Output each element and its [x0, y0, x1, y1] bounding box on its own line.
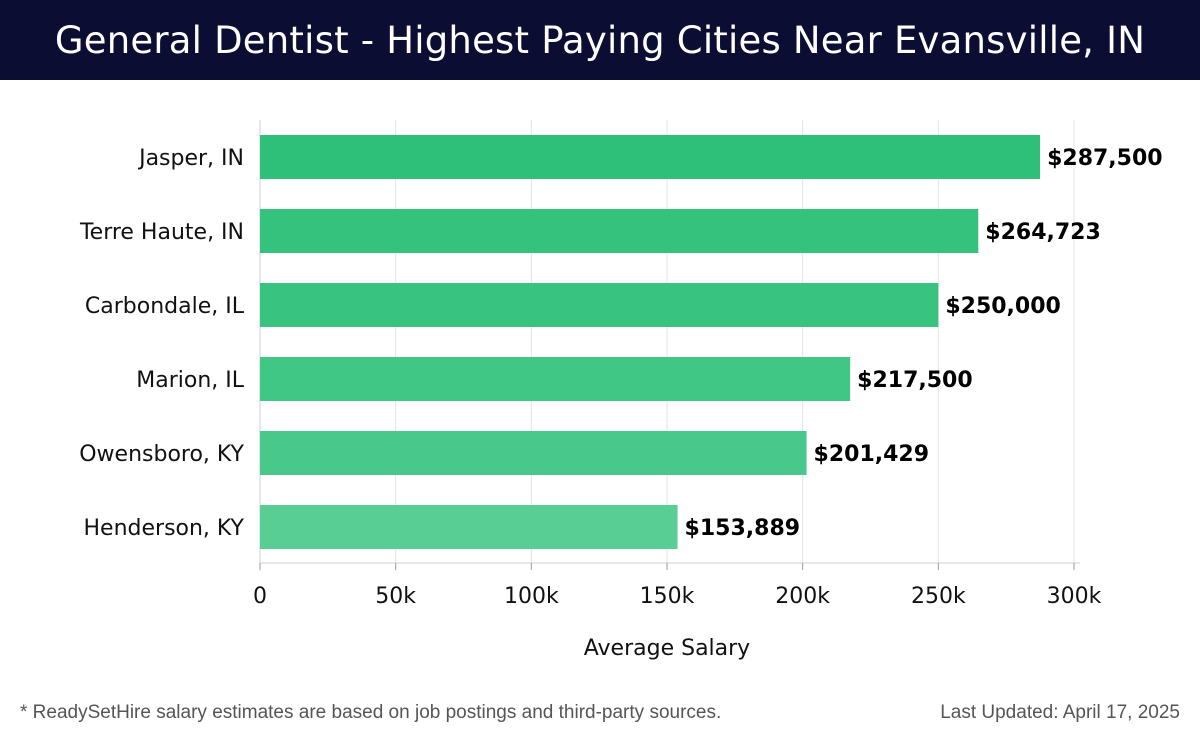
x-tick-label: 200k [775, 584, 830, 609]
chart-header: General Dentist - Highest Paying Cities … [0, 0, 1200, 80]
bar [260, 431, 807, 475]
category-label: Carbondale, IL [85, 294, 245, 319]
bar [260, 357, 851, 401]
bar [260, 505, 678, 549]
category-label: Jasper, IN [137, 146, 244, 171]
category-label: Henderson, KY [84, 516, 245, 541]
x-axis-title: Average Salary [584, 636, 750, 661]
x-tick-label: 50k [375, 584, 416, 609]
bar [260, 283, 939, 327]
last-updated: Last Updated: April 17, 2025 [940, 702, 1180, 723]
x-tick-label: 100k [504, 584, 559, 609]
x-tick-label: 0 [253, 584, 267, 609]
x-tick-label: 250k [911, 584, 966, 609]
category-label: Marion, IL [136, 368, 244, 393]
data-label: $153,889 [685, 516, 801, 541]
category-label: Terre Haute, IN [79, 220, 244, 245]
bar [260, 135, 1041, 179]
bar-chart: 0 50k 100k 150k 200k 250k 300k Average Salary Ja… [79, 120, 1163, 661]
data-label: $250,000 [945, 294, 1061, 319]
x-tick-label: 300k [1047, 584, 1102, 609]
footnote: * ReadySetHire salary estimates are base… [20, 702, 722, 723]
data-label: $264,723 [985, 220, 1101, 245]
bar [260, 209, 979, 253]
data-label: $201,429 [814, 442, 930, 467]
x-tick-label: 150k [640, 584, 695, 609]
data-label: $217,500 [857, 368, 973, 393]
category-label: Owensboro, KY [79, 442, 244, 467]
chart-title: General Dentist - Highest Paying Cities … [54, 18, 1146, 62]
data-label: $287,500 [1047, 146, 1163, 171]
